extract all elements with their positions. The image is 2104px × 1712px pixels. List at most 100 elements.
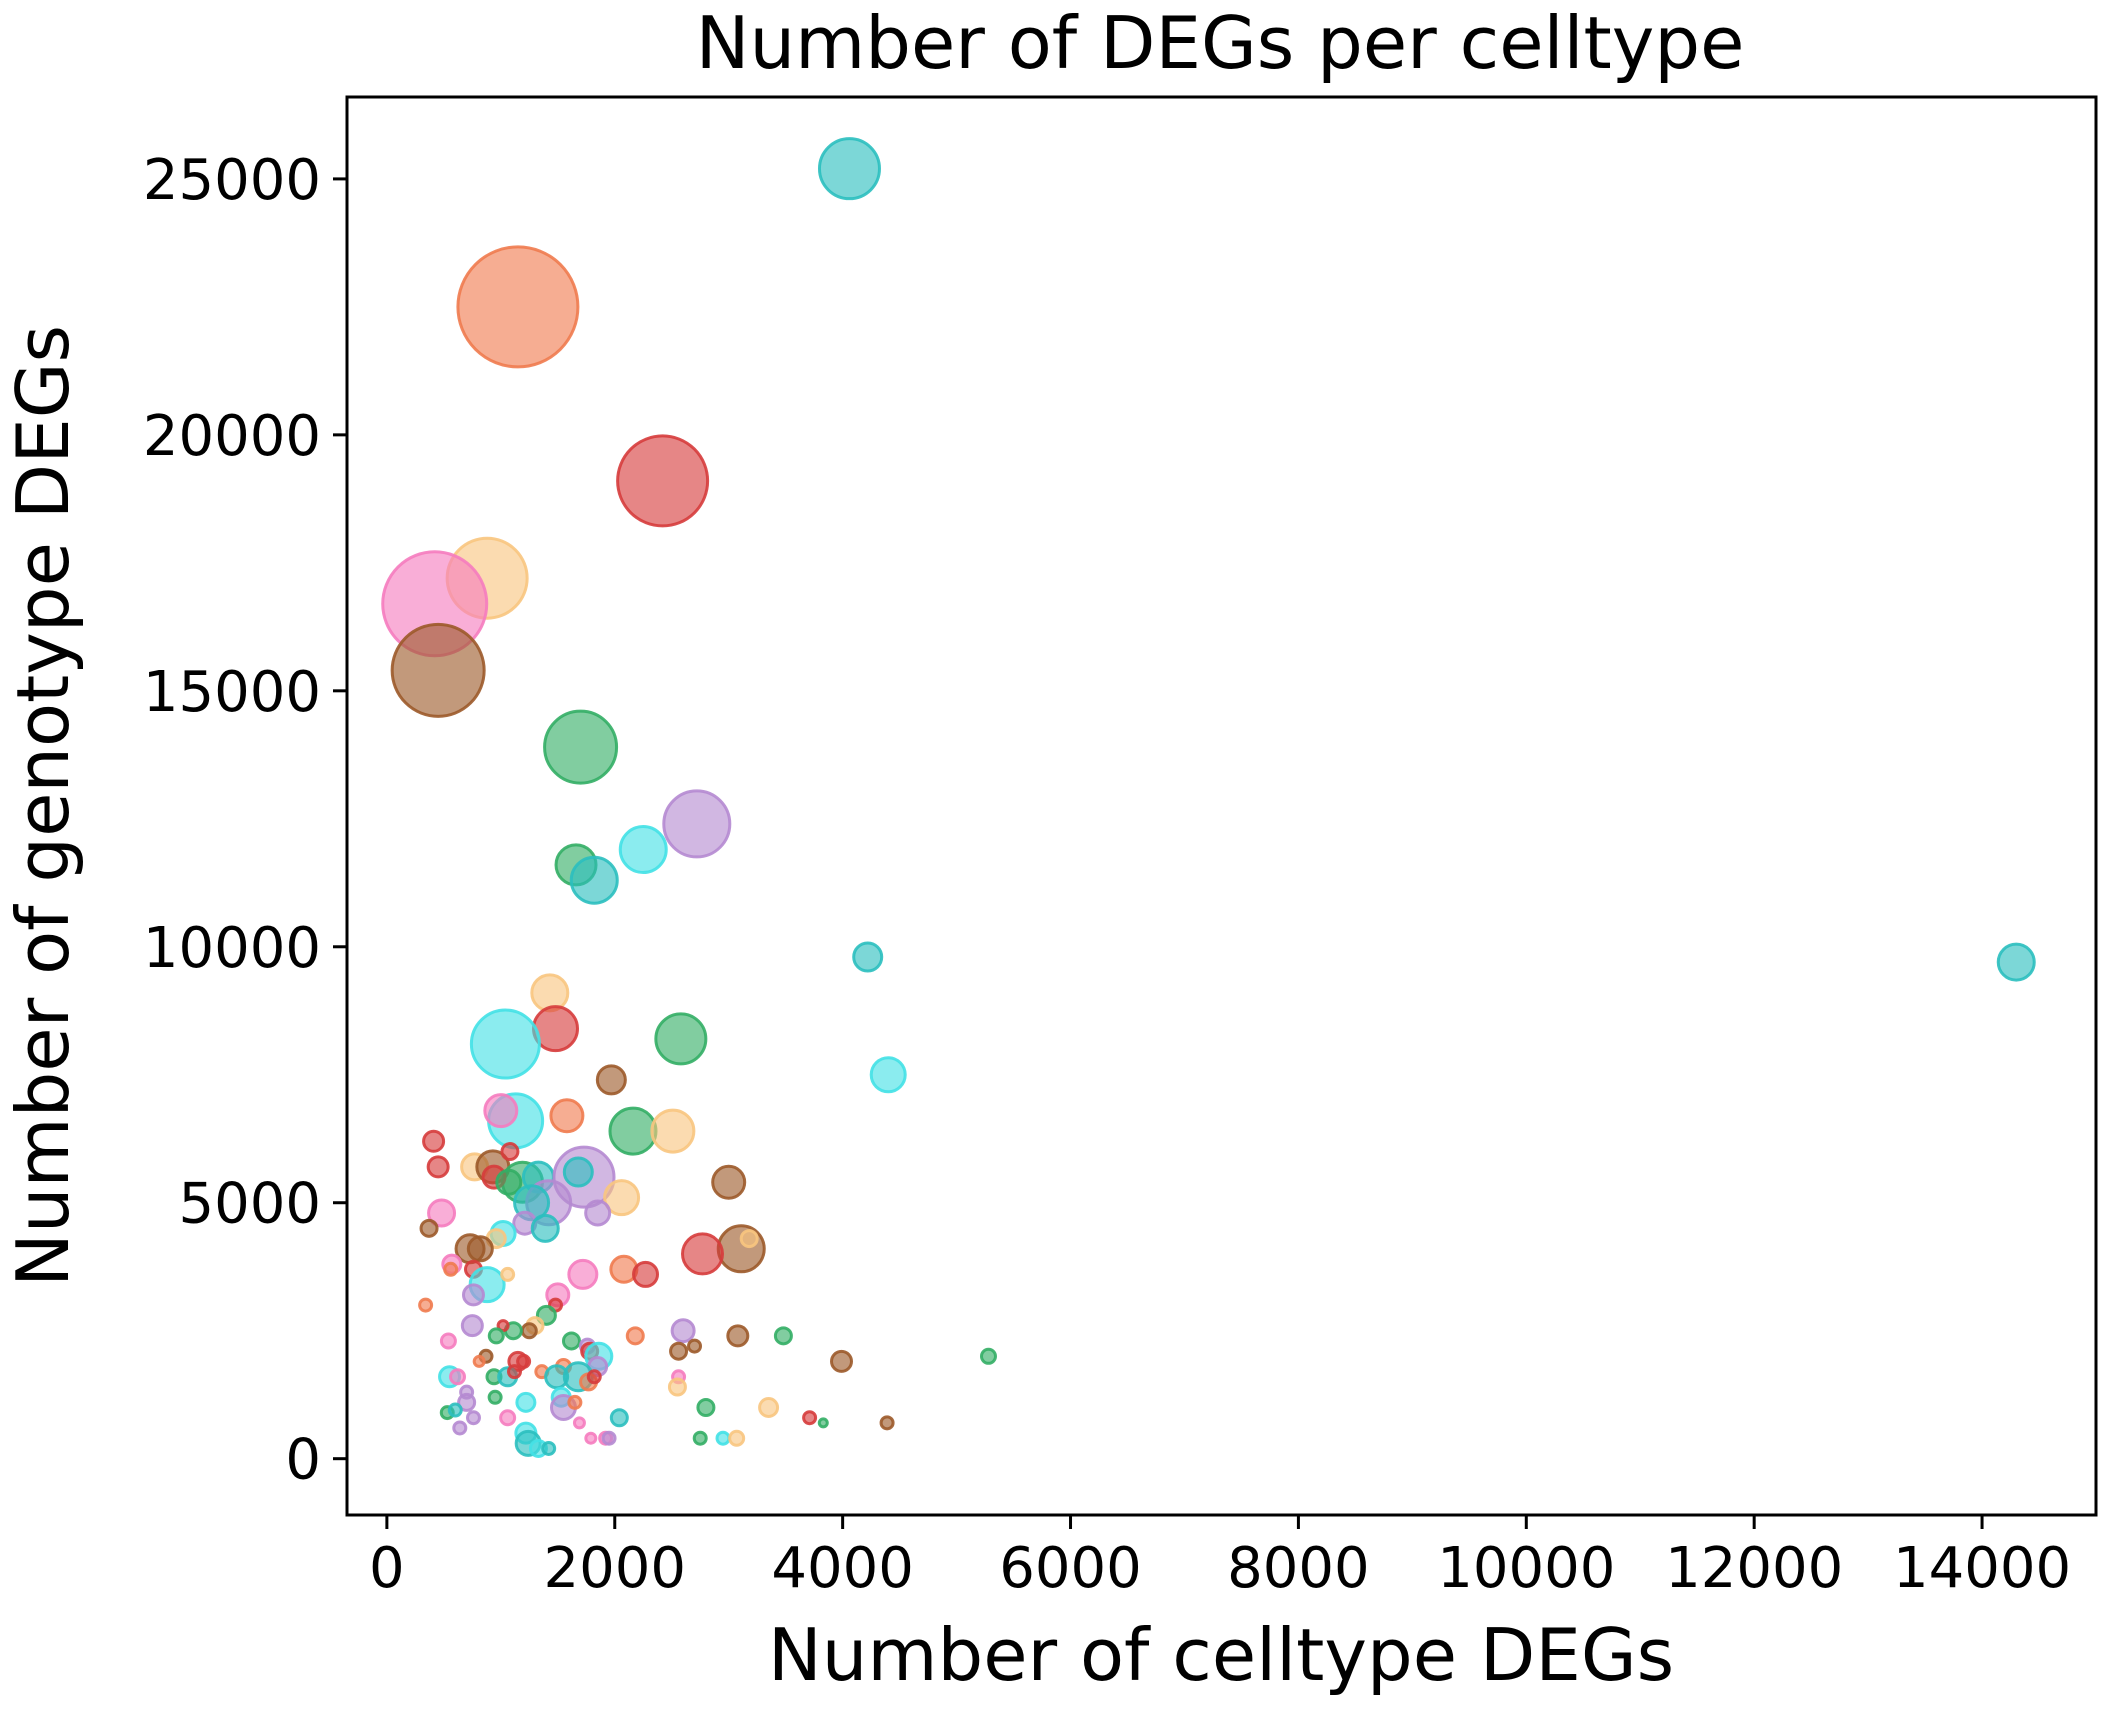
data-point — [418, 1297, 434, 1313]
y-axis: 0 5000 10000 15000 20000 25000 — [143, 148, 347, 1493]
data-point — [469, 1008, 541, 1080]
data-point — [852, 941, 884, 973]
data-point — [472, 1354, 486, 1368]
data-point — [460, 1314, 484, 1338]
data-point — [562, 1156, 594, 1188]
data-point — [603, 1179, 641, 1217]
data-point — [650, 1108, 696, 1154]
data-point — [692, 1430, 708, 1446]
data-point — [817, 137, 881, 201]
data-point — [1996, 942, 2036, 982]
data-point — [715, 1430, 731, 1446]
data-point — [773, 1326, 793, 1346]
data-point — [667, 1377, 687, 1397]
y-axis-title: Number of genotype DEGs — [1, 325, 85, 1287]
y-tick-label: 20000 — [143, 404, 321, 469]
y-tick-label: 25000 — [143, 148, 321, 213]
x-tick-label: 14000 — [1893, 1536, 2071, 1601]
data-point — [426, 1155, 450, 1179]
data-point — [711, 1164, 747, 1200]
data-point — [616, 434, 710, 528]
x-tick-label: 10000 — [1437, 1536, 1615, 1601]
data-point — [625, 1326, 645, 1346]
data-point — [687, 1338, 703, 1354]
x-tick-label: 4000 — [771, 1536, 914, 1601]
data-point — [515, 1391, 537, 1413]
x-tick-label: 8000 — [1227, 1536, 1370, 1601]
data-point — [609, 1408, 629, 1428]
data-point — [487, 1327, 505, 1345]
data-point — [632, 1260, 660, 1288]
y-tick-label: 5000 — [178, 1172, 321, 1237]
y-tick-label: 0 — [285, 1428, 321, 1493]
data-point — [447, 1402, 463, 1418]
data-point — [879, 1415, 895, 1431]
plot-frame — [345, 95, 2098, 1517]
data-point — [618, 825, 668, 875]
data-point — [572, 1416, 586, 1430]
data-point — [419, 1218, 439, 1238]
x-axis: 0 2000 4000 6000 8000 10000 12000 14000 — [369, 1515, 2071, 1601]
x-axis-title: Number of celltype DEGs — [768, 1613, 1674, 1697]
data-point — [662, 789, 732, 859]
data-point — [728, 1429, 746, 1447]
data-point — [541, 1440, 557, 1456]
data-point — [739, 1229, 759, 1249]
data-point — [456, 245, 580, 369]
x-tick-label: 0 — [369, 1536, 405, 1601]
data-point — [449, 1368, 467, 1386]
data-point — [595, 1064, 627, 1096]
data-point — [500, 1142, 520, 1162]
data-point — [586, 1369, 602, 1385]
data-point — [496, 1319, 510, 1333]
data-point — [483, 1093, 519, 1129]
data-point — [561, 1331, 581, 1351]
data-point — [390, 622, 486, 718]
data-point — [567, 1258, 599, 1290]
data-point — [530, 973, 570, 1013]
data-point — [461, 1283, 485, 1307]
data-point — [669, 1341, 689, 1361]
data-point — [869, 1056, 907, 1094]
chart-title: Number of DEGs per celltype — [696, 1, 1745, 85]
x-tick-label: 6000 — [999, 1536, 1142, 1601]
data-point — [979, 1347, 997, 1365]
data-point — [466, 1235, 494, 1263]
data-point — [506, 1364, 522, 1380]
y-tick-label: 15000 — [143, 660, 321, 725]
data-point — [696, 1397, 716, 1417]
data-point — [549, 1098, 585, 1134]
data-point — [569, 855, 619, 905]
data-point — [716, 1224, 766, 1274]
data-point — [499, 1409, 517, 1427]
data-point — [487, 1389, 503, 1405]
data-point — [601, 1430, 617, 1446]
data-point — [758, 1396, 780, 1418]
data-point — [520, 1322, 538, 1340]
data-point — [726, 1324, 750, 1348]
data-point — [543, 709, 619, 785]
data-point — [567, 1394, 583, 1410]
data-point — [802, 1410, 818, 1426]
data-point — [608, 1106, 658, 1156]
data-point — [530, 1213, 560, 1243]
data-point — [452, 1420, 468, 1436]
data-point — [670, 1318, 696, 1344]
data-point — [500, 1266, 516, 1282]
plot-points — [381, 137, 2036, 1458]
data-point — [439, 1332, 457, 1350]
x-tick-label: 12000 — [1665, 1536, 1843, 1601]
x-tick-label: 2000 — [544, 1536, 687, 1601]
data-point — [830, 1349, 854, 1373]
data-point — [465, 1410, 481, 1426]
data-point — [443, 1261, 459, 1277]
data-point — [584, 1431, 598, 1445]
data-point — [427, 1198, 457, 1228]
data-point — [584, 1199, 612, 1227]
data-point — [495, 1168, 523, 1196]
data-point — [817, 1417, 829, 1429]
data-point — [680, 1232, 724, 1276]
data-point — [516, 1353, 532, 1369]
data-point — [422, 1129, 446, 1153]
